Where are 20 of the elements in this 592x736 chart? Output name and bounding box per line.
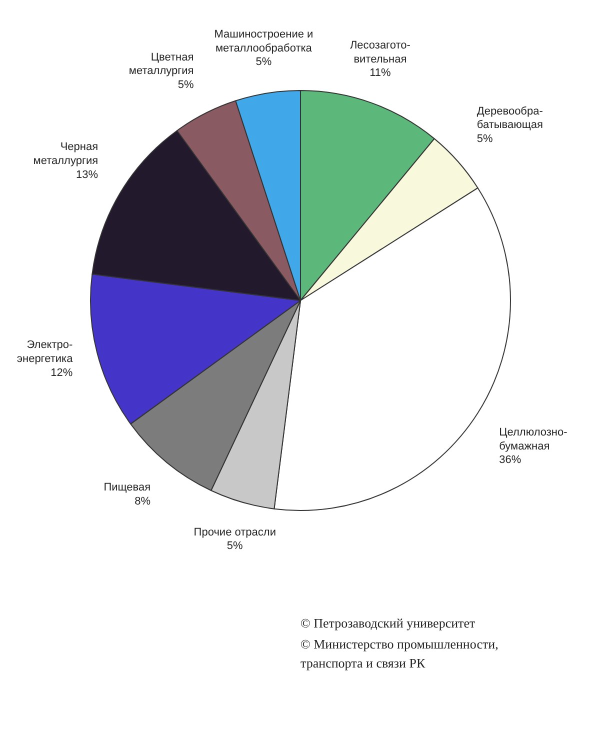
data-label: 5%: [256, 56, 272, 68]
slice-label: Цветная металлургия: [128, 51, 194, 78]
data-label: 5%: [476, 132, 494, 145]
slice-label: Пищевая: [104, 482, 151, 494]
data-label: 8%: [134, 496, 151, 508]
data-label: 11%: [370, 67, 391, 80]
data-label: 13%: [76, 168, 98, 181]
slice-label: Прочие отрасли: [194, 526, 276, 538]
text: © Министерство промышленности, транспорта и связи РК: [300, 636, 498, 670]
slice-label: Электро- энергетика: [16, 339, 74, 365]
slice-label: Машиностроение и металлообработка: [214, 28, 314, 54]
slice-label: Лесозагото- вительная: [350, 40, 411, 66]
data-label: 12%: [50, 366, 73, 379]
data-label: 5%: [178, 78, 194, 91]
slice-label: Деревообра- батывающая: [476, 105, 544, 132]
slice-label: Целлюлозно- бумажная: [499, 426, 568, 452]
data-label: 5%: [226, 540, 244, 552]
data-label: 36%: [499, 454, 522, 466]
text: © Петрозаводский университет: [300, 616, 476, 630]
slice-label: Черная металлургия: [33, 141, 98, 167]
